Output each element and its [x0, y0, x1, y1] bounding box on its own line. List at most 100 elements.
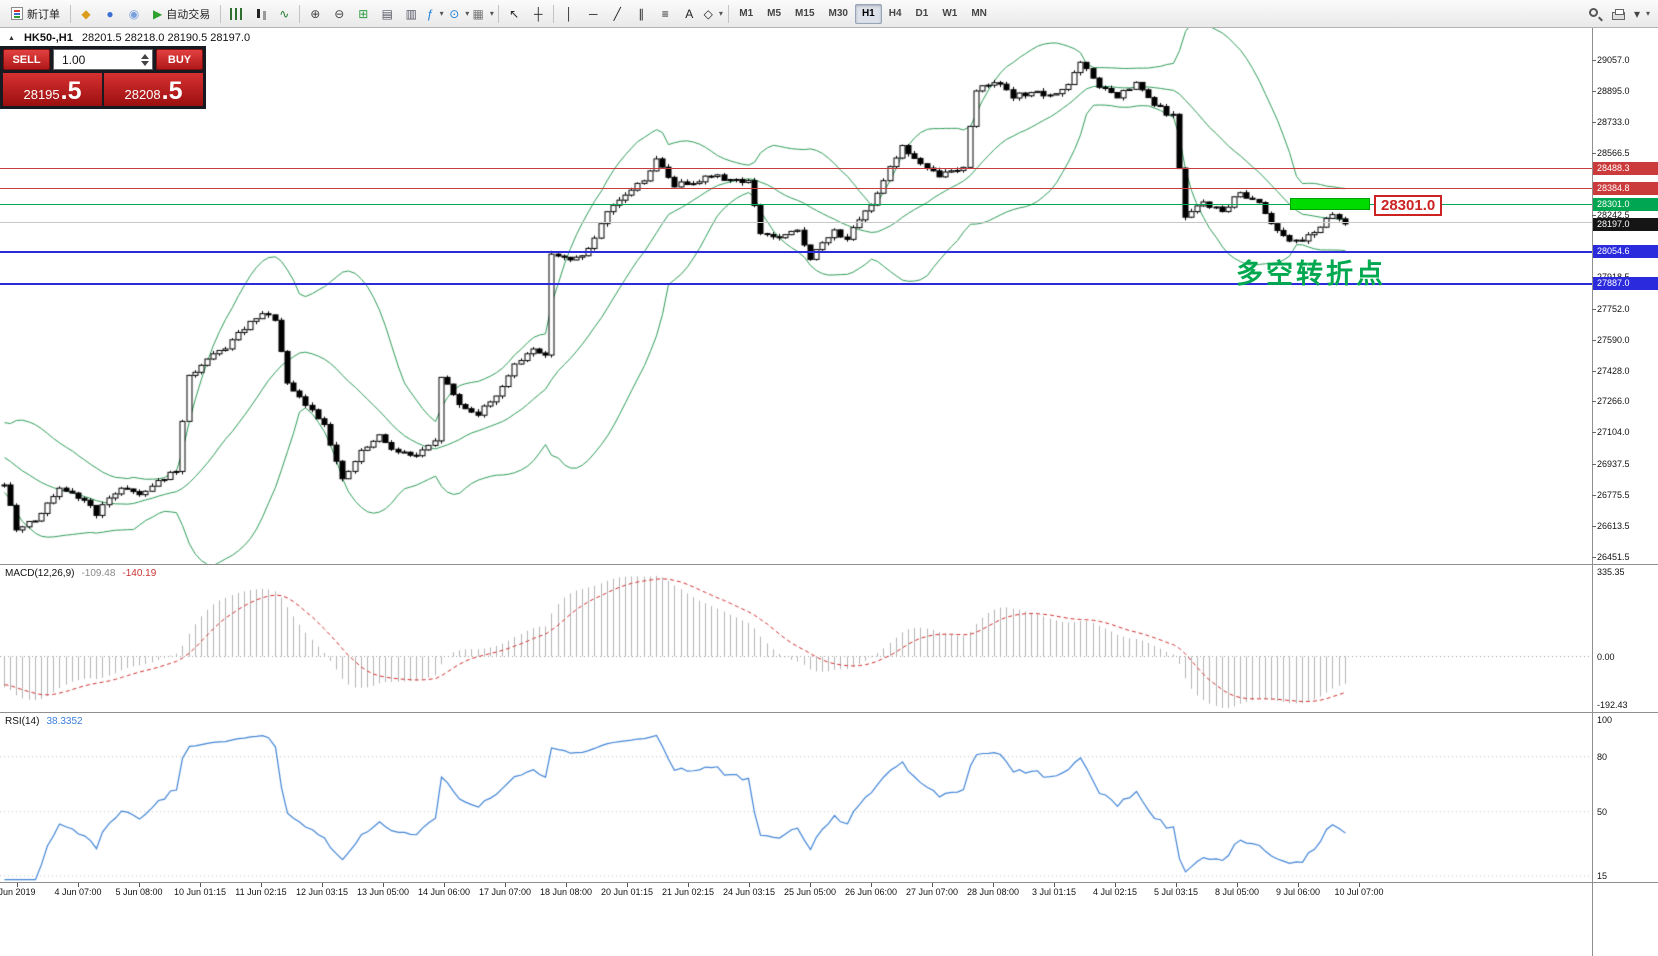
volume-up-icon[interactable] — [141, 53, 149, 59]
tile-windows-button[interactable]: ⊞ — [351, 3, 375, 25]
periods-icon: ⊙ — [449, 6, 460, 21]
rsi-indicator-label: RSI(14) 38.3352 — [5, 716, 83, 727]
data-window-button[interactable]: ▤ — [375, 3, 399, 25]
autotrading-button[interactable]: ▶ 自动交易 — [146, 3, 217, 25]
buy-price[interactable]: 28208.5 — [104, 73, 203, 106]
price-scale-label: 26451.5 — [1597, 552, 1630, 562]
price-scale-label: 28733.0 — [1597, 117, 1630, 127]
price-scale-tick — [1592, 309, 1596, 310]
arrow-objects-icon: ◇ — [703, 6, 713, 21]
volume-spinner[interactable]: 1.00 — [53, 49, 153, 70]
chevron-down-icon: ▾ — [1633, 6, 1640, 21]
rsi-scale-label: 15 — [1597, 871, 1608, 881]
time-axis-label: 11 Jun 02:15 — [235, 887, 287, 897]
candlestick-button[interactable] — [248, 3, 272, 25]
one-click-toggle-icon[interactable]: ▲ — [8, 34, 15, 42]
chart-title: ▲ HK50-,H1 28201.5 28218.0 28190.5 28197… — [8, 32, 250, 44]
metaeditor-button[interactable]: ◆ — [74, 3, 98, 25]
line-chart-button[interactable]: ∿ — [272, 3, 296, 25]
trendline-icon: ╱ — [613, 6, 621, 21]
timeframe-m5-button[interactable]: M5 — [760, 4, 788, 24]
price-scale-label: 27428.0 — [1597, 366, 1630, 376]
volume-arrows — [141, 53, 149, 66]
resistance-line-upper[interactable] — [0, 168, 1592, 169]
chart-annotation-text[interactable]: 多空转折点 — [1236, 259, 1386, 289]
time-axis-tick — [1115, 883, 1116, 887]
crosshair-button[interactable]: ┼ — [526, 3, 550, 25]
zoom-out-button[interactable]: ⊖ — [327, 3, 351, 25]
vertical-line-button[interactable]: │ — [557, 3, 581, 25]
toolbar-more-button[interactable]: ▾ ▾ — [1630, 3, 1654, 25]
text-button[interactable]: A — [677, 3, 701, 25]
time-axis-tick — [871, 883, 872, 887]
volume-down-icon[interactable] — [141, 60, 149, 66]
vertical-line-icon: │ — [565, 6, 573, 21]
timeframe-mn-button[interactable]: MN — [964, 4, 994, 24]
new-order-button[interactable]: 新订单 — [4, 3, 67, 25]
zoom-out-icon: ⊖ — [334, 6, 345, 21]
print-button[interactable] — [1606, 3, 1630, 25]
price-scale-badge: 28384.8 — [1593, 182, 1658, 195]
buy-button[interactable]: BUY — [156, 49, 203, 70]
time-axis-tick — [78, 883, 79, 887]
time-axis-label: 4 Jul 02:15 — [1092, 887, 1138, 897]
time-axis-label: 20 Jun 01:15 — [600, 887, 654, 897]
timeframe-d1-button[interactable]: D1 — [909, 4, 936, 24]
timeframe-m30-button[interactable]: M30 — [822, 4, 855, 24]
arrows-dropdown[interactable]: ◇ ▾ — [701, 3, 725, 25]
support-line-lower[interactable] — [0, 283, 1592, 285]
cursor-button[interactable]: ↖ — [502, 3, 526, 25]
community-button[interactable]: ◉ — [122, 3, 146, 25]
sell-price[interactable]: 28195.5 — [3, 73, 102, 106]
indicators-dropdown[interactable]: ƒ ▾ — [423, 3, 447, 25]
chevron-down-icon: ▾ — [718, 9, 723, 18]
panel-separator[interactable] — [0, 712, 1658, 713]
support-line-upper[interactable] — [0, 251, 1592, 253]
timeframe-w1-button[interactable]: W1 — [935, 4, 964, 24]
price-scale-tick — [1592, 122, 1596, 123]
trendline-button[interactable]: ╱ — [605, 3, 629, 25]
new-order-button-label: 新订单 — [27, 8, 60, 21]
time-axis-tick — [932, 883, 933, 887]
zoom-in-button[interactable]: ⊕ — [303, 3, 327, 25]
time-axis[interactable]: Jun 2019 4 Jun 07:00 5 Jun 08:00 10 Jun 01:… — [0, 882, 1658, 904]
timeframe-h4-button[interactable]: H4 — [882, 4, 909, 24]
panel-separator[interactable] — [0, 882, 1658, 883]
bar-chart-button[interactable] — [224, 3, 248, 25]
channel-button[interactable]: ∥ — [629, 3, 653, 25]
chart-region: ▲ HK50-,H1 28201.5 28218.0 28190.5 28197… — [0, 28, 1658, 956]
toolbar-separator — [220, 4, 222, 23]
market-watch-button[interactable]: ● — [98, 3, 122, 25]
timeframe-m1-button[interactable]: M1 — [732, 4, 760, 24]
resistance-line-lower[interactable] — [0, 188, 1592, 189]
price-scale-label: 27590.0 — [1597, 335, 1630, 345]
timeframe-m15-button[interactable]: M15 — [788, 4, 821, 24]
panel-separator[interactable] — [0, 564, 1658, 565]
chart-canvas[interactable] — [0, 28, 1592, 956]
time-axis-label: 9 Jul 06:00 — [1275, 887, 1321, 897]
autotrading-play-icon: ▶ — [153, 6, 163, 21]
rsi-value: 38.3352 — [46, 716, 83, 727]
sell-button[interactable]: SELL — [3, 49, 50, 70]
fibonacci-button[interactable]: ≡ — [653, 3, 677, 25]
horizontal-line-button[interactable]: ─ — [581, 3, 605, 25]
one-click-trading-panel: SELL 1.00 BUY 28195.5 28208.5 — [0, 46, 206, 109]
price-scale-label: 29057.0 — [1597, 55, 1630, 65]
highlight-rectangle[interactable] — [1290, 198, 1370, 210]
timeframe-h1-button[interactable]: H1 — [854, 3, 882, 24]
time-axis-label: 10 Jul 07:00 — [1334, 887, 1384, 897]
templates-dropdown[interactable]: ▦ ▾ — [471, 3, 495, 25]
candlestick-icon — [256, 9, 260, 18]
ask-line[interactable] — [0, 222, 1592, 223]
price-callout[interactable]: 28301.0 — [1374, 195, 1443, 216]
rsi-name: RSI(14) — [5, 716, 40, 727]
volume-value[interactable]: 1.00 — [62, 52, 86, 67]
periods-dropdown[interactable]: ⊙ ▾ — [447, 3, 471, 25]
text-icon: A — [685, 6, 694, 21]
time-axis-label: 26 Jun 06:00 — [844, 887, 898, 897]
search-button[interactable] — [1582, 3, 1606, 25]
navigator-button[interactable]: ▥ — [399, 3, 423, 25]
pivot-line-green[interactable] — [0, 204, 1592, 205]
price-scale[interactable]: 29057.028895.028733.028566.528242.527918… — [1592, 28, 1658, 956]
toolbar-separator — [498, 4, 500, 23]
